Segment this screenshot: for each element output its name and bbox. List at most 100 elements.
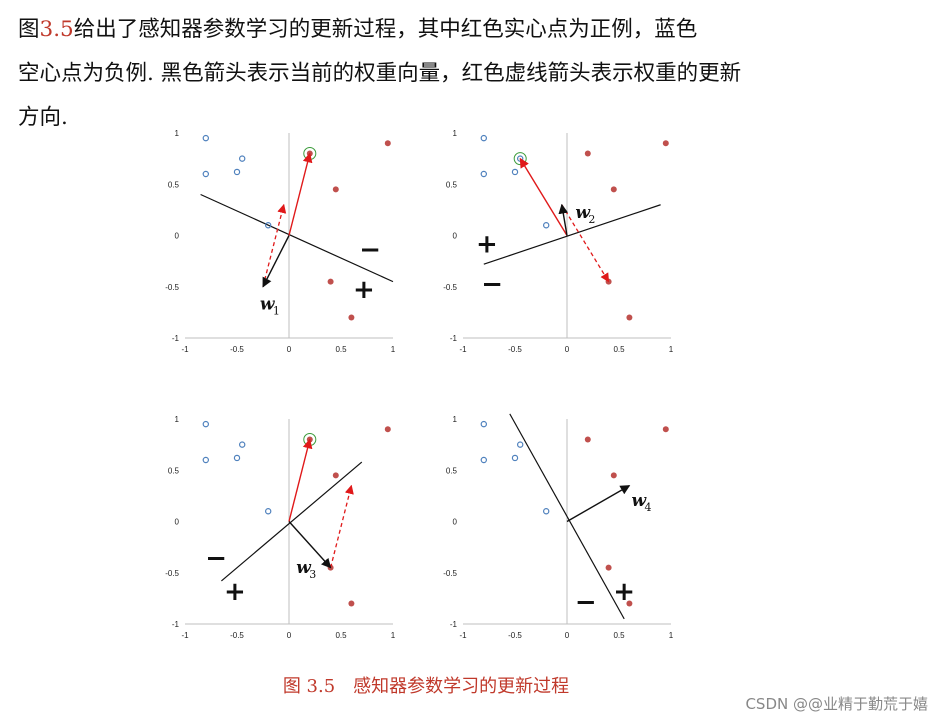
decision-boundary xyxy=(483,204,661,265)
positive-point xyxy=(610,186,617,193)
y-tick-label: 0 xyxy=(453,518,458,527)
positive-point xyxy=(610,472,617,479)
negative-point xyxy=(202,170,210,178)
y-tick-label: -0.5 xyxy=(443,569,457,578)
negative-point xyxy=(480,456,488,464)
region-sign: − xyxy=(359,235,381,265)
y-tick-label: 0 xyxy=(175,518,180,527)
x-tick-label: 1 xyxy=(669,631,674,640)
negative-point xyxy=(202,134,210,142)
y-tick-label: 0 xyxy=(453,232,458,241)
positive-point xyxy=(626,600,633,607)
x-tick-label: -1 xyxy=(181,631,189,640)
region-sign: + xyxy=(476,230,498,260)
x-tick-label: 1 xyxy=(669,345,674,354)
x-tick-label: 0.5 xyxy=(613,631,625,640)
update-direction-arrow xyxy=(262,203,287,287)
weight-label-subscript: 2 xyxy=(588,213,595,226)
negative-point xyxy=(480,170,488,178)
negative-point xyxy=(202,420,210,428)
sample-vector-arrow xyxy=(288,438,313,522)
positive-point xyxy=(605,278,612,285)
y-tick-label: 0.5 xyxy=(168,466,180,475)
positive-point xyxy=(626,314,633,321)
x-tick-label: -0.5 xyxy=(230,345,244,354)
negative-point xyxy=(238,155,246,162)
negative-point xyxy=(264,508,272,515)
weight-vector-arrow xyxy=(288,521,332,569)
y-tick-label: -1 xyxy=(172,620,180,629)
negative-point xyxy=(542,508,550,515)
watermark: CSDN @@业精于勤荒于嬉 xyxy=(745,695,928,713)
positive-point xyxy=(384,140,391,147)
negative-point xyxy=(264,222,272,229)
x-tick-label: -0.5 xyxy=(508,631,522,640)
region-sign: − xyxy=(575,587,597,617)
positive-point xyxy=(348,600,355,607)
positive-point xyxy=(332,186,339,193)
x-tick-label: 1 xyxy=(391,631,396,640)
weight-vector-arrow xyxy=(558,203,569,236)
sample-vector-arrow xyxy=(519,157,568,236)
negative-point xyxy=(233,454,241,462)
negative-point xyxy=(202,456,210,464)
positive-point xyxy=(332,472,339,479)
y-tick-label: 1 xyxy=(175,415,180,424)
region-sign: − xyxy=(205,543,227,573)
y-tick-label: -1 xyxy=(172,334,180,343)
weight-label-subscript: 1 xyxy=(273,304,280,317)
weight-label: w xyxy=(260,294,276,314)
x-tick-label: 0.5 xyxy=(335,631,347,640)
paragraph-line-3: 方向. xyxy=(18,105,68,130)
positive-point xyxy=(662,426,669,433)
x-tick-label: -0.5 xyxy=(230,631,244,640)
y-tick-label: -0.5 xyxy=(443,283,457,292)
y-tick-label: 1 xyxy=(453,415,458,424)
negative-point xyxy=(516,441,524,448)
update-direction-arrow xyxy=(561,204,610,283)
negative-point xyxy=(233,168,241,176)
y-tick-label: 0 xyxy=(175,232,180,241)
decision-boundary xyxy=(200,193,394,283)
plot-1: 1 0.5 0 -0.5 -1 -1 -0.5 0 0.5 1 w 1− + xyxy=(165,128,405,362)
x-tick-label: -1 xyxy=(459,631,467,640)
y-tick-label: -0.5 xyxy=(165,283,179,292)
negative-point xyxy=(480,420,488,428)
weight-vector-arrow xyxy=(566,485,631,523)
region-sign: + xyxy=(353,275,375,305)
negative-point xyxy=(511,168,519,176)
x-tick-label: 0 xyxy=(287,631,292,640)
x-tick-label: -1 xyxy=(459,345,467,354)
weight-label-subscript: 3 xyxy=(309,568,316,581)
x-tick-label: 0 xyxy=(565,345,570,354)
figure-reference[interactable]: 3.5 xyxy=(39,17,74,42)
negative-point xyxy=(238,441,246,448)
y-tick-label: 1 xyxy=(175,129,180,138)
sample-vector-arrow xyxy=(288,152,313,236)
weight-vector-arrow xyxy=(262,235,290,288)
y-tick-label: 0.5 xyxy=(168,180,180,189)
x-tick-label: 0.5 xyxy=(613,345,625,354)
x-tick-label: 0.5 xyxy=(335,345,347,354)
weight-label-subscript: 4 xyxy=(644,501,651,514)
paragraph-line-1: 图3.5给出了感知器参数学习的更新过程，其中红色实心点为正例，蓝色 xyxy=(18,17,698,42)
decision-boundary xyxy=(221,461,363,582)
y-tick-label: 0.5 xyxy=(446,466,458,475)
negative-point xyxy=(511,454,519,462)
plot-2: 1 0.5 0 -0.5 -1 -1 -0.5 0 0.5 1 w 2 + − xyxy=(443,128,683,362)
x-tick-label: -1 xyxy=(181,345,189,354)
region-sign: − xyxy=(481,270,503,300)
decision-boundary xyxy=(509,413,625,620)
positive-point xyxy=(384,426,391,433)
positive-point xyxy=(327,278,334,285)
x-tick-label: 1 xyxy=(391,345,396,354)
positive-point xyxy=(605,564,612,571)
weight-label: w xyxy=(631,491,647,511)
positive-point xyxy=(584,150,591,157)
y-tick-label: -1 xyxy=(450,620,458,629)
figure-caption: 图 3.5 感知器参数学习的更新过程 xyxy=(282,676,570,697)
paragraph-line-2: 空心点为负例. 黑色箭头表示当前的权重向量，红色虚线箭头表示权重的更新 xyxy=(18,61,742,86)
region-sign: + xyxy=(224,577,246,607)
x-tick-label: -0.5 xyxy=(508,345,522,354)
plot-4: 1 0.5 0 -0.5 -1 -1 -0.5 0 0.5 1 w 4 − + xyxy=(443,413,683,648)
